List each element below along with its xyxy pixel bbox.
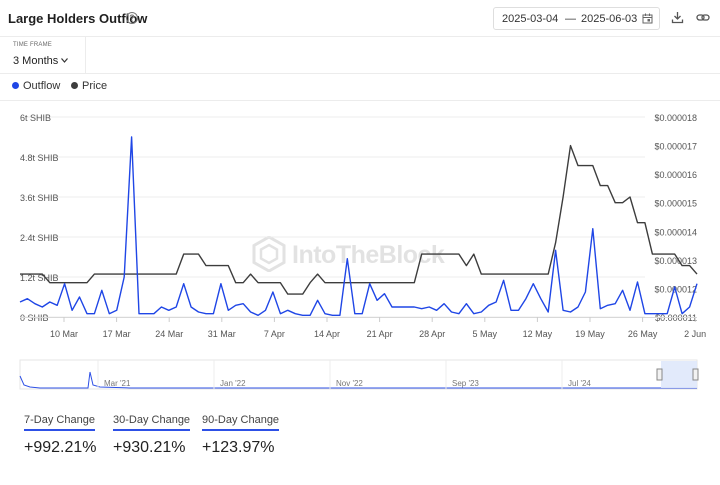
x-tick-label: 7 Apr bbox=[264, 329, 285, 339]
x-tick-label: 12 May bbox=[523, 329, 553, 339]
y-left-tick-label: 6t SHIB bbox=[20, 113, 51, 123]
stat-label: 7-Day Change bbox=[24, 414, 95, 431]
outflow-series-line bbox=[19, 136, 698, 317]
date-separator: — bbox=[565, 13, 576, 25]
chart-title: Large Holders Outflow bbox=[8, 11, 148, 26]
timeframe-label: TIME FRAME bbox=[13, 42, 52, 48]
stat-value: +930.21% bbox=[113, 439, 186, 456]
y-left-tick-label: 3.6t SHIB bbox=[20, 193, 59, 203]
x-tick-label: 2 Jun bbox=[684, 329, 706, 339]
navigator-label: Sep '23 bbox=[452, 379, 479, 388]
navigator-selection[interactable] bbox=[661, 361, 697, 388]
stat-30-day: 30-Day Change +930.21% bbox=[113, 410, 191, 457]
y-left-tick-label: 2.4t SHIB bbox=[20, 233, 59, 243]
question-circle-icon[interactable]: ? bbox=[126, 12, 138, 24]
chart-header: Large Holders Outflow ? 2025-03-04 — 202… bbox=[0, 0, 720, 37]
x-tick-label: 24 Mar bbox=[155, 329, 183, 339]
navigator-label: Mar '21 bbox=[104, 379, 131, 388]
timeframe-value: 3 Months bbox=[13, 55, 59, 67]
y-right-tick-label: $0.000017 bbox=[654, 142, 697, 152]
stat-label: 90-Day Change bbox=[202, 414, 280, 431]
link-icon[interactable] bbox=[696, 11, 710, 24]
download-icon[interactable] bbox=[671, 11, 684, 24]
x-tick-label: 19 May bbox=[575, 329, 605, 339]
stat-value: +123.97% bbox=[202, 439, 275, 456]
x-tick-label: 31 Mar bbox=[208, 329, 236, 339]
y-left-tick-label: 4.8t SHIB bbox=[20, 153, 59, 163]
timeframe-selector[interactable]: TIME FRAME 3 Months bbox=[0, 37, 86, 73]
divider bbox=[0, 100, 720, 101]
chevron-down-icon bbox=[61, 58, 68, 63]
x-tick-label: 17 Mar bbox=[103, 329, 131, 339]
y-right-tick-label: $0.000014 bbox=[654, 227, 697, 237]
stat-label: 30-Day Change bbox=[113, 414, 191, 431]
x-tick-label: 21 Apr bbox=[367, 329, 393, 339]
y-right-tick-label: $0.000013 bbox=[654, 256, 697, 266]
x-tick-label: 5 May bbox=[473, 329, 498, 339]
legend-label-price: Price bbox=[82, 80, 108, 92]
legend-item-price[interactable]: Price bbox=[71, 80, 107, 92]
legend-label-outflow: Outflow bbox=[23, 80, 61, 92]
y-right-tick-label: $0.000018 bbox=[654, 113, 697, 123]
stat-7-day: 7-Day Change +992.21% bbox=[24, 410, 97, 457]
date-end: 2025-06-03 bbox=[581, 13, 638, 25]
range-navigator[interactable]: Mar '21 Jan '22 Nov '22 Sep '23 Jul '24 bbox=[0, 358, 720, 392]
stat-90-day: 90-Day Change +123.97% bbox=[202, 410, 280, 457]
legend-item-outflow[interactable]: Outflow bbox=[12, 80, 60, 92]
price-dot-icon bbox=[71, 82, 78, 89]
x-tick-label: 14 Apr bbox=[314, 329, 340, 339]
watermark-logo-icon bbox=[252, 235, 286, 273]
navigator-label: Jul '24 bbox=[568, 379, 591, 388]
navigator-label: Nov '22 bbox=[336, 379, 363, 388]
y-left-tick-label: 1.2t SHIB bbox=[20, 273, 59, 283]
date-range-picker[interactable]: 2025-03-04 — 2025-06-03 bbox=[493, 7, 660, 30]
calendar-icon[interactable] bbox=[642, 13, 653, 24]
navigator-handle-right[interactable] bbox=[692, 368, 699, 381]
x-tick-label: 28 Apr bbox=[419, 329, 445, 339]
navigator-frame bbox=[19, 359, 698, 390]
outflow-dot-icon bbox=[12, 82, 19, 89]
navigator-label: Jan '22 bbox=[220, 379, 246, 388]
stat-value: +992.21% bbox=[24, 439, 97, 456]
x-tick-label: 26 May bbox=[628, 329, 658, 339]
date-start: 2025-03-04 bbox=[502, 13, 559, 25]
navigator-series-line bbox=[19, 371, 697, 389]
navigator-handle-left[interactable] bbox=[656, 368, 663, 381]
y-right-tick-label: $0.000016 bbox=[654, 170, 697, 180]
price-series-line bbox=[20, 144, 698, 295]
y-right-tick-label: $0.000015 bbox=[654, 199, 697, 209]
divider bbox=[0, 73, 720, 74]
x-tick-label: 10 Mar bbox=[50, 329, 78, 339]
